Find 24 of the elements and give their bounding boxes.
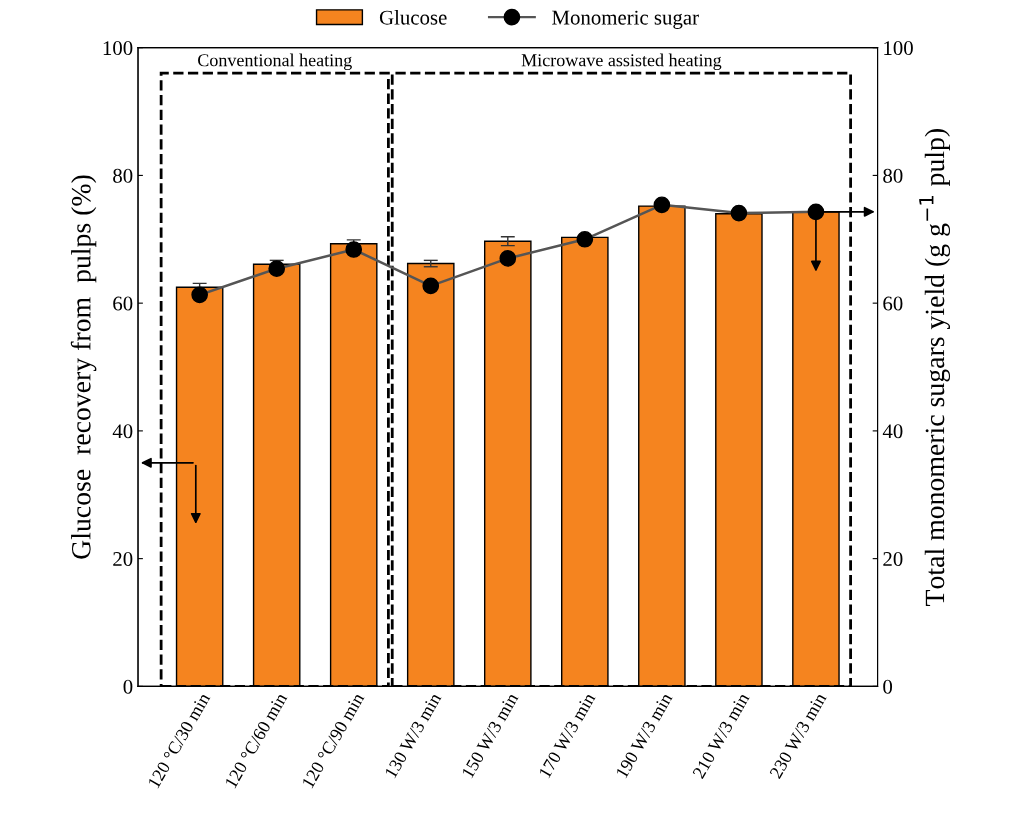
y2-tick-label: 20 bbox=[883, 552, 903, 567]
y-tick-label: 20 bbox=[113, 552, 133, 567]
y-tick-label: 60 bbox=[113, 296, 133, 311]
y2-tick-label: 40 bbox=[882, 424, 903, 439]
y-tick-label: 80 bbox=[113, 168, 133, 183]
y-axis-title: Glucose recovery from pulps (%) bbox=[70, 175, 97, 559]
x-tick-label: 170 W/3 min bbox=[538, 691, 596, 779]
y2-tick-label: 60 bbox=[883, 296, 903, 311]
x-tick-label: 130 W/3 min bbox=[384, 691, 442, 779]
y2-tick-label: 100 bbox=[884, 41, 913, 56]
x-tick-label: 190 W/3 min bbox=[615, 691, 673, 779]
y2-tick-label: 0 bbox=[883, 679, 893, 694]
y2-axis-title: Total monomeric sugars yield (g g$^{−1}$ pulp) bbox=[919, 129, 951, 606]
annotation: Conventional heating bbox=[198, 53, 352, 71]
x-tick-label: 230 W/3 min bbox=[769, 691, 827, 780]
y2-tick-label: 80 bbox=[883, 168, 903, 183]
legend-label: Monomeric sugar bbox=[552, 10, 699, 29]
x-tick-label: 150 W/3 min bbox=[461, 691, 519, 779]
y-tick-label: 40 bbox=[112, 424, 133, 439]
y-tick-label: 100 bbox=[103, 41, 133, 56]
legend-label: Glucose bbox=[379, 9, 447, 25]
y-tick-label: 0 bbox=[123, 679, 133, 694]
x-tick-label: 210 W/3 min bbox=[692, 691, 750, 780]
annotation: Microwave assisted heating bbox=[521, 53, 722, 71]
